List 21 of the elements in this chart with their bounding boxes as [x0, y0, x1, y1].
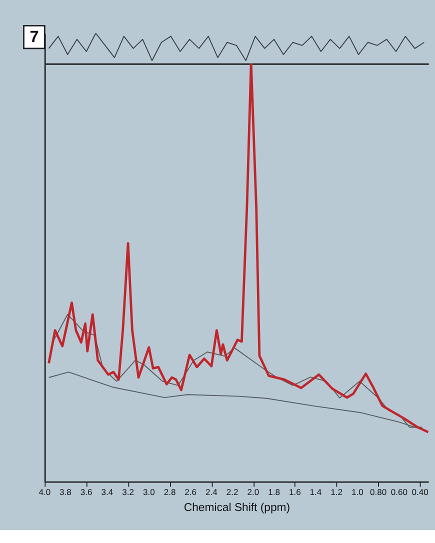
- x-tick-label: 3.6: [80, 486, 93, 497]
- x-axis-title: Chemical Shift (ppm): [184, 502, 290, 514]
- x-tick-label: 0.80: [370, 486, 387, 497]
- x-tick-label: 3.0: [142, 486, 156, 497]
- x-tick-label: 3.8: [60, 486, 72, 497]
- x-tick-label: 2.6: [184, 486, 197, 497]
- x-tick-label: 3.4: [101, 486, 114, 497]
- x-tick-label: 1.2: [330, 486, 343, 497]
- x-tick-label: 3.2: [122, 486, 134, 497]
- x-tick-label: 2.2: [226, 486, 238, 497]
- x-tick-label: 2.8: [164, 486, 176, 497]
- x-tick-label: 0.60: [390, 486, 408, 497]
- text: 7: [30, 28, 39, 46]
- x-tick-label: 1.0: [352, 486, 364, 497]
- x-tick-label: 0.40: [412, 486, 429, 497]
- x-tick-label: 1.6: [288, 486, 302, 497]
- x-tick-label: 1.4: [310, 486, 322, 497]
- x-tick-label: 1.8: [268, 486, 280, 497]
- x-tick-label: 4.0: [38, 486, 51, 497]
- x-tick-label: 2.4: [206, 486, 218, 497]
- x-tick-label: 2.0: [247, 486, 260, 497]
